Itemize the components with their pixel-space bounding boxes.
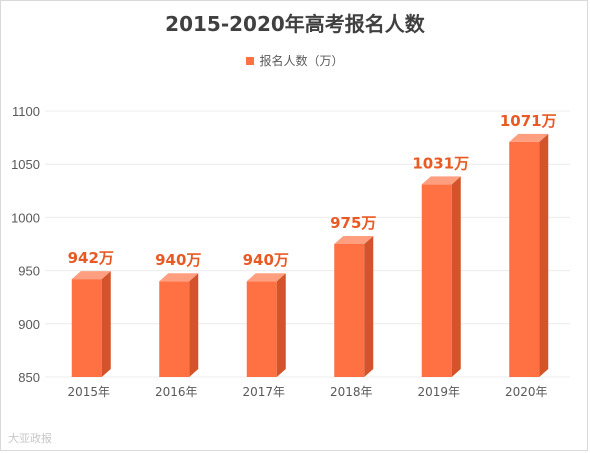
- x-tick-label: 2018年: [330, 385, 373, 399]
- x-tick-label: 2017年: [242, 385, 285, 399]
- bar-side: [101, 271, 111, 377]
- legend-swatch: [246, 56, 255, 65]
- bar-top: [246, 273, 286, 282]
- data-label: 975万: [330, 214, 376, 232]
- data-label: 1071万: [500, 112, 557, 130]
- bar-top: [159, 273, 199, 282]
- chart-title: 2015-2020年高考报名人数: [165, 12, 425, 36]
- data-label: 940万: [243, 251, 289, 269]
- legend-label: 报名人数（万）: [259, 54, 344, 68]
- data-label: 940万: [155, 251, 201, 269]
- bar-top: [334, 236, 374, 244]
- x-tick-label: 2020年: [505, 385, 548, 399]
- bar: [71, 279, 102, 377]
- data-label: 942万: [68, 249, 114, 267]
- bar: [421, 184, 452, 377]
- bar-side: [539, 133, 549, 377]
- y-tick-label: 900: [18, 317, 40, 332]
- bar: [334, 244, 365, 377]
- x-tick-label: 2015年: [67, 385, 110, 399]
- y-tick-label: 1100: [12, 104, 40, 119]
- x-tick-label: 2019年: [417, 385, 460, 399]
- bar-side: [189, 273, 199, 377]
- bar: [159, 281, 190, 377]
- bar: [509, 141, 540, 377]
- bar-side: [276, 273, 286, 377]
- watermark: 大亚政报: [8, 432, 52, 445]
- y-tick-label: 950: [18, 264, 40, 279]
- bar-top: [509, 133, 549, 142]
- x-tick-label: 2016年: [155, 385, 198, 399]
- y-tick-label: 1000: [11, 210, 40, 225]
- legend: 报名人数（万）: [0, 52, 590, 69]
- data-label: 1031万: [412, 154, 469, 172]
- bar: [246, 281, 277, 377]
- bar-top: [421, 176, 461, 185]
- bar-side: [364, 236, 374, 377]
- bar-side: [451, 176, 461, 377]
- bar-top: [71, 271, 111, 280]
- y-tick-label: 1050: [11, 157, 40, 172]
- y-tick-label: 850: [18, 370, 40, 385]
